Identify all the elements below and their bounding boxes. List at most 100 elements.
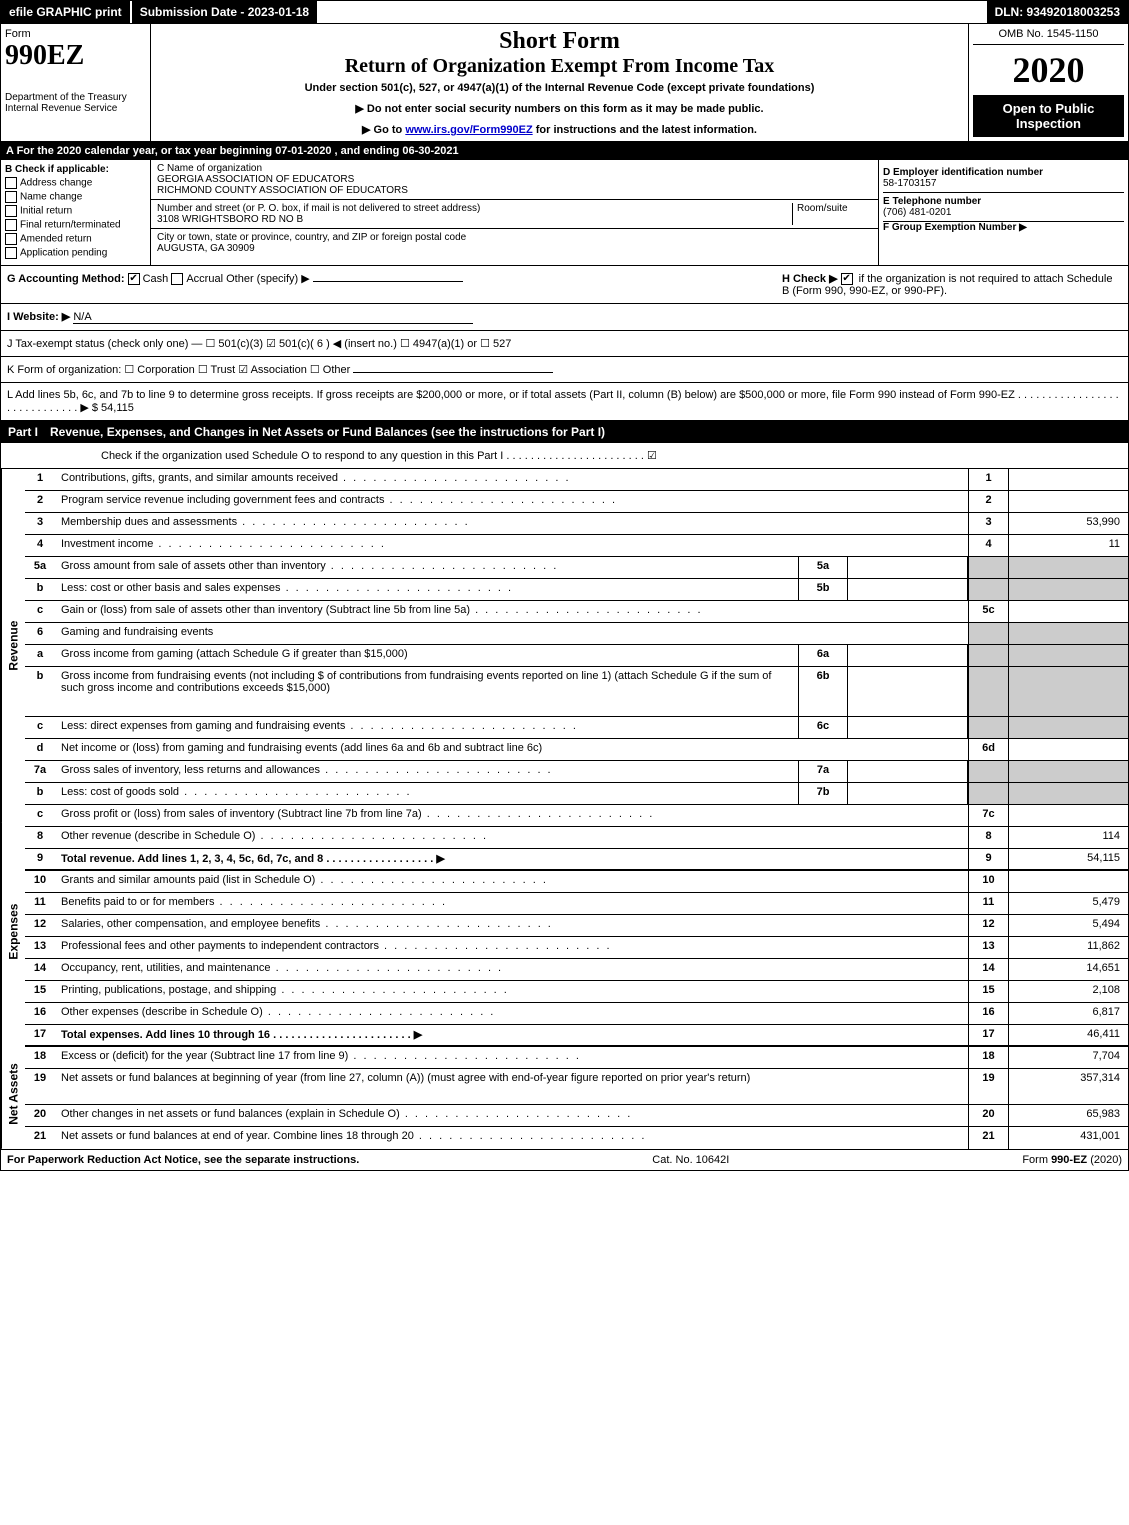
line-12: 12 Salaries, other compensation, and emp… [25,915,1128,937]
line-19-val: 357,314 [1008,1069,1128,1104]
header-subtitle: Under section 501(c), 527, or 4947(a)(1)… [155,82,964,94]
part-1-table: Revenue Expenses Net Assets 1 Contributi… [0,469,1129,1150]
return-title: Return of Organization Exempt From Incom… [155,55,964,78]
line-5c-desc: Gain or (loss) from sale of assets other… [55,601,968,622]
line-19: 19 Net assets or fund balances at beginn… [25,1069,1128,1105]
line-2-val [1008,491,1128,512]
line-13-val: 11,862 [1008,937,1128,958]
line-9-num: 9 [25,849,55,869]
efile-print-button[interactable]: efile GRAPHIC print [1,1,132,23]
city-value: AUGUSTA, GA 30909 [157,243,872,254]
line-6b-desc: Gross income from fundraising events (no… [55,667,798,716]
line-9-ref: 9 [968,849,1008,869]
line-20-desc: Other changes in net assets or fund bala… [55,1105,968,1126]
line-6c-num: c [25,717,55,738]
f-group-block: F Group Exemption Number ▶ [883,222,1124,233]
line-5b-num: b [25,579,55,600]
line-21-ref: 21 [968,1127,1008,1149]
line-1-val [1008,469,1128,490]
revenue-side-label: Revenue [1,469,25,823]
i-website-row: I Website: ▶ N/A [0,304,1129,331]
line-5a-sv [848,557,968,578]
goto-post: for instructions and the latest informat… [533,124,757,136]
tax-year: 2020 [973,45,1124,95]
cb-cash[interactable]: ✔ [128,273,140,285]
line-1-num: 1 [25,469,55,490]
h-label: H Check ▶ [782,273,838,285]
line-19-desc: Net assets or fund balances at beginning… [55,1069,968,1104]
line-12-num: 12 [25,915,55,936]
line-6d: d Net income or (loss) from gaming and f… [25,739,1128,761]
irs-link[interactable]: www.irs.gov/Form990EZ [405,124,532,136]
line-7a-desc: Gross sales of inventory, less returns a… [55,761,798,782]
line-6b-gray [968,667,1008,716]
line-5a-sb: 5a [798,557,848,578]
line-6a-num: a [25,645,55,666]
cb-final-return[interactable]: Final return/terminated [5,219,146,231]
line-6-val-gray [1008,623,1128,644]
line-4-val: 11 [1008,535,1128,556]
line-10-val [1008,871,1128,892]
cb-schedule-b[interactable]: ✔ [841,273,853,285]
line-12-val: 5,494 [1008,915,1128,936]
line-6d-num: d [25,739,55,760]
line-7a-val-gray [1008,761,1128,782]
line-20-ref: 20 [968,1105,1008,1126]
line-7b-val-gray [1008,783,1128,804]
line-5b-val-gray [1008,579,1128,600]
part-1-header: Part I Revenue, Expenses, and Changes in… [0,421,1129,443]
line-9: 9 Total revenue. Add lines 1, 2, 3, 4, 5… [25,849,1128,871]
top-bar: efile GRAPHIC print Submission Date - 20… [0,0,1129,24]
line-7c-num: c [25,805,55,826]
line-18-val: 7,704 [1008,1047,1128,1068]
line-6-desc: Gaming and fundraising events [55,623,968,644]
goto-instruction: ▶ Go to www.irs.gov/Form990EZ for instru… [155,123,964,136]
line-10-desc: Grants and similar amounts paid (list in… [55,871,968,892]
line-3-desc: Membership dues and assessments [55,513,968,534]
line-6a-sv [848,645,968,666]
line-6c: c Less: direct expenses from gaming and … [25,717,1128,739]
line-5b-sv [848,579,968,600]
line-21: 21 Net assets or fund balances at end of… [25,1127,1128,1149]
cb-application-pending[interactable]: Application pending [5,247,146,259]
line-8-num: 8 [25,827,55,848]
cb-amended-return[interactable]: Amended return [5,233,146,245]
line-10-num: 10 [25,871,55,892]
website-value: N/A [73,311,473,324]
cb-address-change[interactable]: Address change [5,177,146,189]
line-18-desc: Excess or (deficit) for the year (Subtra… [55,1047,968,1068]
l-text: L Add lines 5b, 6c, and 7b to line 9 to … [7,389,1119,414]
line-2-ref: 2 [968,491,1008,512]
line-7a: 7a Gross sales of inventory, less return… [25,761,1128,783]
line-6: 6 Gaming and fundraising events [25,623,1128,645]
open-pub-2: Inspection [979,116,1118,131]
line-12-desc: Salaries, other compensation, and employ… [55,915,968,936]
line-18: 18 Excess or (deficit) for the year (Sub… [25,1047,1128,1069]
other-specify-line[interactable] [313,281,463,282]
line-2: 2 Program service revenue including gove… [25,491,1128,513]
line-7b: b Less: cost of goods sold 7b [25,783,1128,805]
line-8-ref: 8 [968,827,1008,848]
line-7a-num: 7a [25,761,55,782]
line-19-num: 19 [25,1069,55,1104]
cb-initial-return[interactable]: Initial return [5,205,146,217]
line-5c: c Gain or (loss) from sale of assets oth… [25,601,1128,623]
line-11-desc: Benefits paid to or for members [55,893,968,914]
side-label-col: Revenue Expenses Net Assets [1,469,25,1149]
other-org-line[interactable] [353,372,553,373]
page-footer: For Paperwork Reduction Act Notice, see … [0,1150,1129,1171]
line-5b-gray [968,579,1008,600]
line-10: 10 Grants and similar amounts paid (list… [25,871,1128,893]
footer-left: For Paperwork Reduction Act Notice, see … [7,1154,359,1166]
part-1-label: Part I [8,425,38,439]
line-12-ref: 12 [968,915,1008,936]
org-info-grid: B Check if applicable: Address change Na… [0,160,1129,266]
open-public-badge: Open to Public Inspection [973,95,1124,137]
cb-name-change[interactable]: Name change [5,191,146,203]
line-16-num: 16 [25,1003,55,1024]
org-name-2: RICHMOND COUNTY ASSOCIATION OF EDUCATORS [157,185,872,196]
line-16-ref: 16 [968,1003,1008,1024]
cb-accrual[interactable] [171,273,183,285]
submission-date-button[interactable]: Submission Date - 2023-01-18 [132,1,319,23]
line-15-ref: 15 [968,981,1008,1002]
